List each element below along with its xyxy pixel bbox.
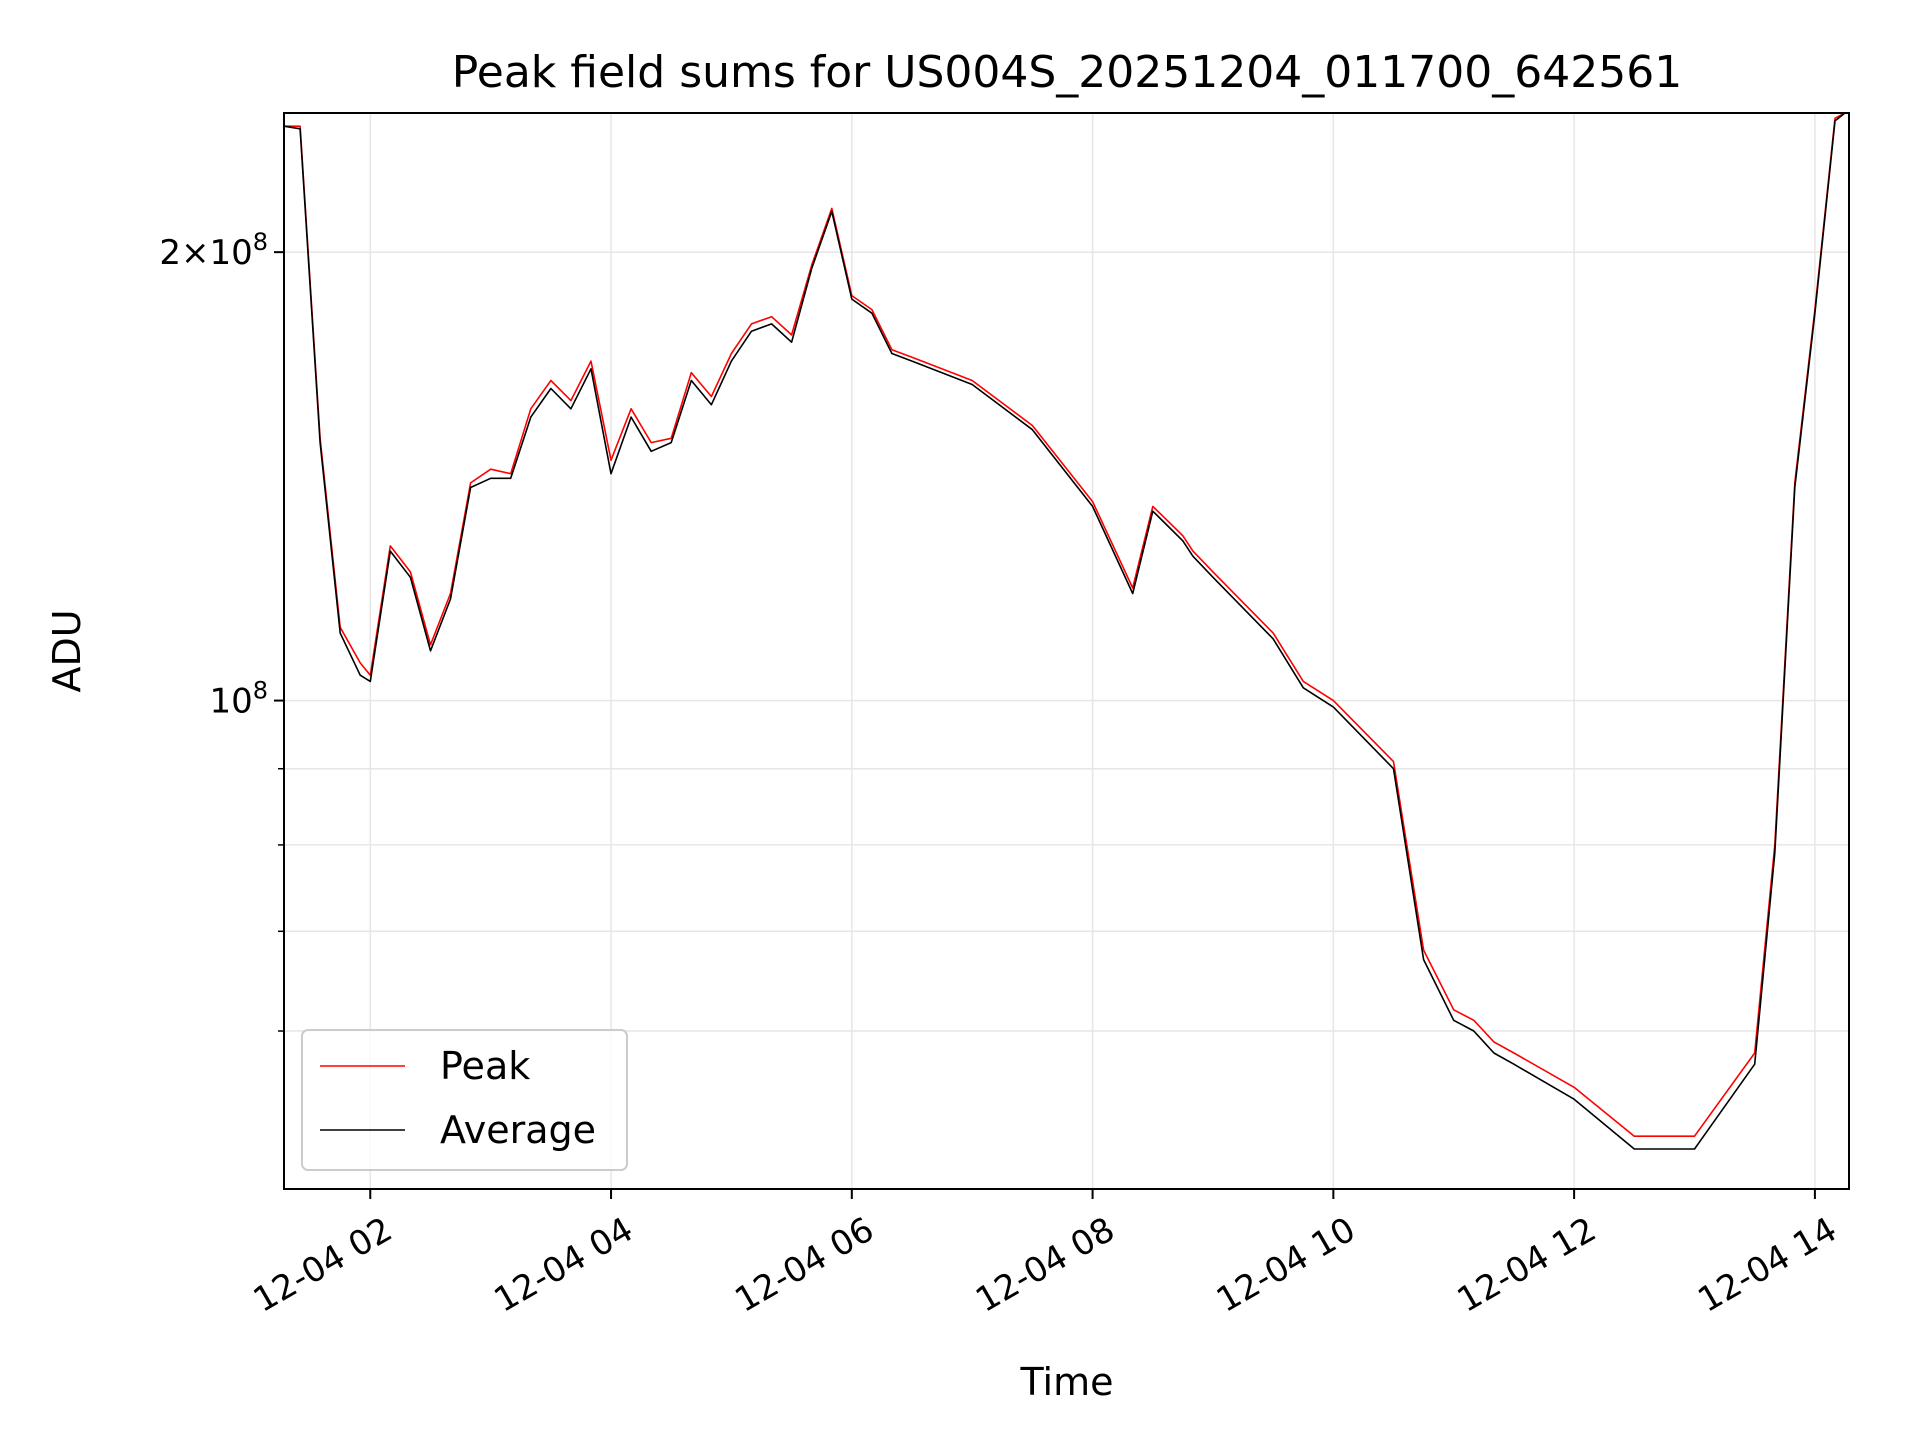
y-tick-label: 2×108 xyxy=(159,228,268,273)
series-line-average xyxy=(283,112,1846,1150)
legend: Peak Average xyxy=(301,1029,628,1171)
chart-title: Peak field sums for US004S_20251204_0117… xyxy=(452,47,1682,98)
legend-label-peak: Peak xyxy=(440,1044,530,1088)
legend-box xyxy=(301,1029,628,1171)
series-layer xyxy=(283,112,1846,1150)
y-axis-label: ADU xyxy=(45,609,89,692)
legend-label-average: Average xyxy=(440,1108,596,1152)
y-axis: 108 2×108 xyxy=(159,228,284,1032)
y-tick-label: 108 xyxy=(209,677,268,722)
x-axis-label: Time xyxy=(1020,1360,1114,1404)
series-line-peak xyxy=(284,112,1846,1137)
plot-frame xyxy=(283,112,1850,1190)
